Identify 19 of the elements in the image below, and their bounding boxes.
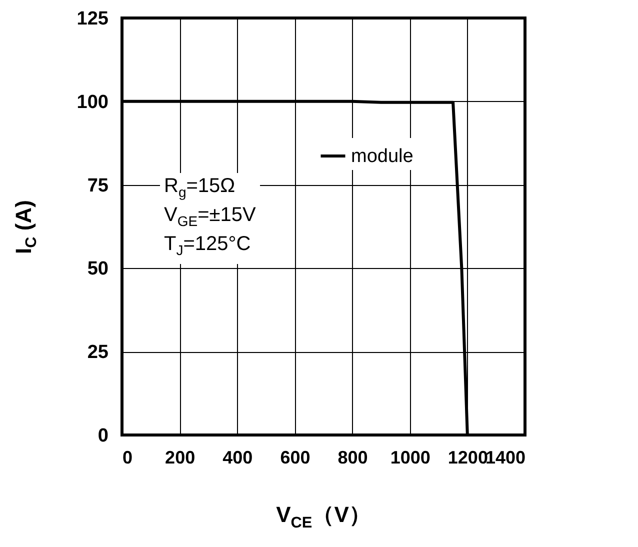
y-tick-label: 25	[87, 342, 109, 364]
x-tick-label: 1200	[448, 448, 488, 468]
x-tick-label: 1000	[390, 448, 430, 468]
y-tick-label: 125	[76, 8, 109, 30]
y-tick-label: 50	[87, 258, 108, 280]
annotation: T$_{J}$=125°C	[164, 233, 252, 260]
x-tick-label: 600	[280, 448, 310, 468]
x-tick-label: 0	[122, 448, 133, 468]
annotation: R$_{g}$=15Ω	[164, 175, 236, 202]
x-tick-label: 1400	[485, 448, 526, 468]
x-tick-label: 800	[338, 448, 368, 468]
legend-label: module	[351, 146, 414, 167]
y-tick-label: 75	[87, 175, 109, 196]
y-tick-label: 0	[98, 426, 108, 446]
x-tick-label: 200	[165, 448, 196, 468]
x-tick-label: 400	[222, 448, 253, 468]
y-tick-label: 100	[76, 92, 108, 113]
x-axis-title: V$_{CE}$（V）	[276, 501, 371, 532]
annotation: V$_{GE}$=±15V	[164, 204, 256, 231]
